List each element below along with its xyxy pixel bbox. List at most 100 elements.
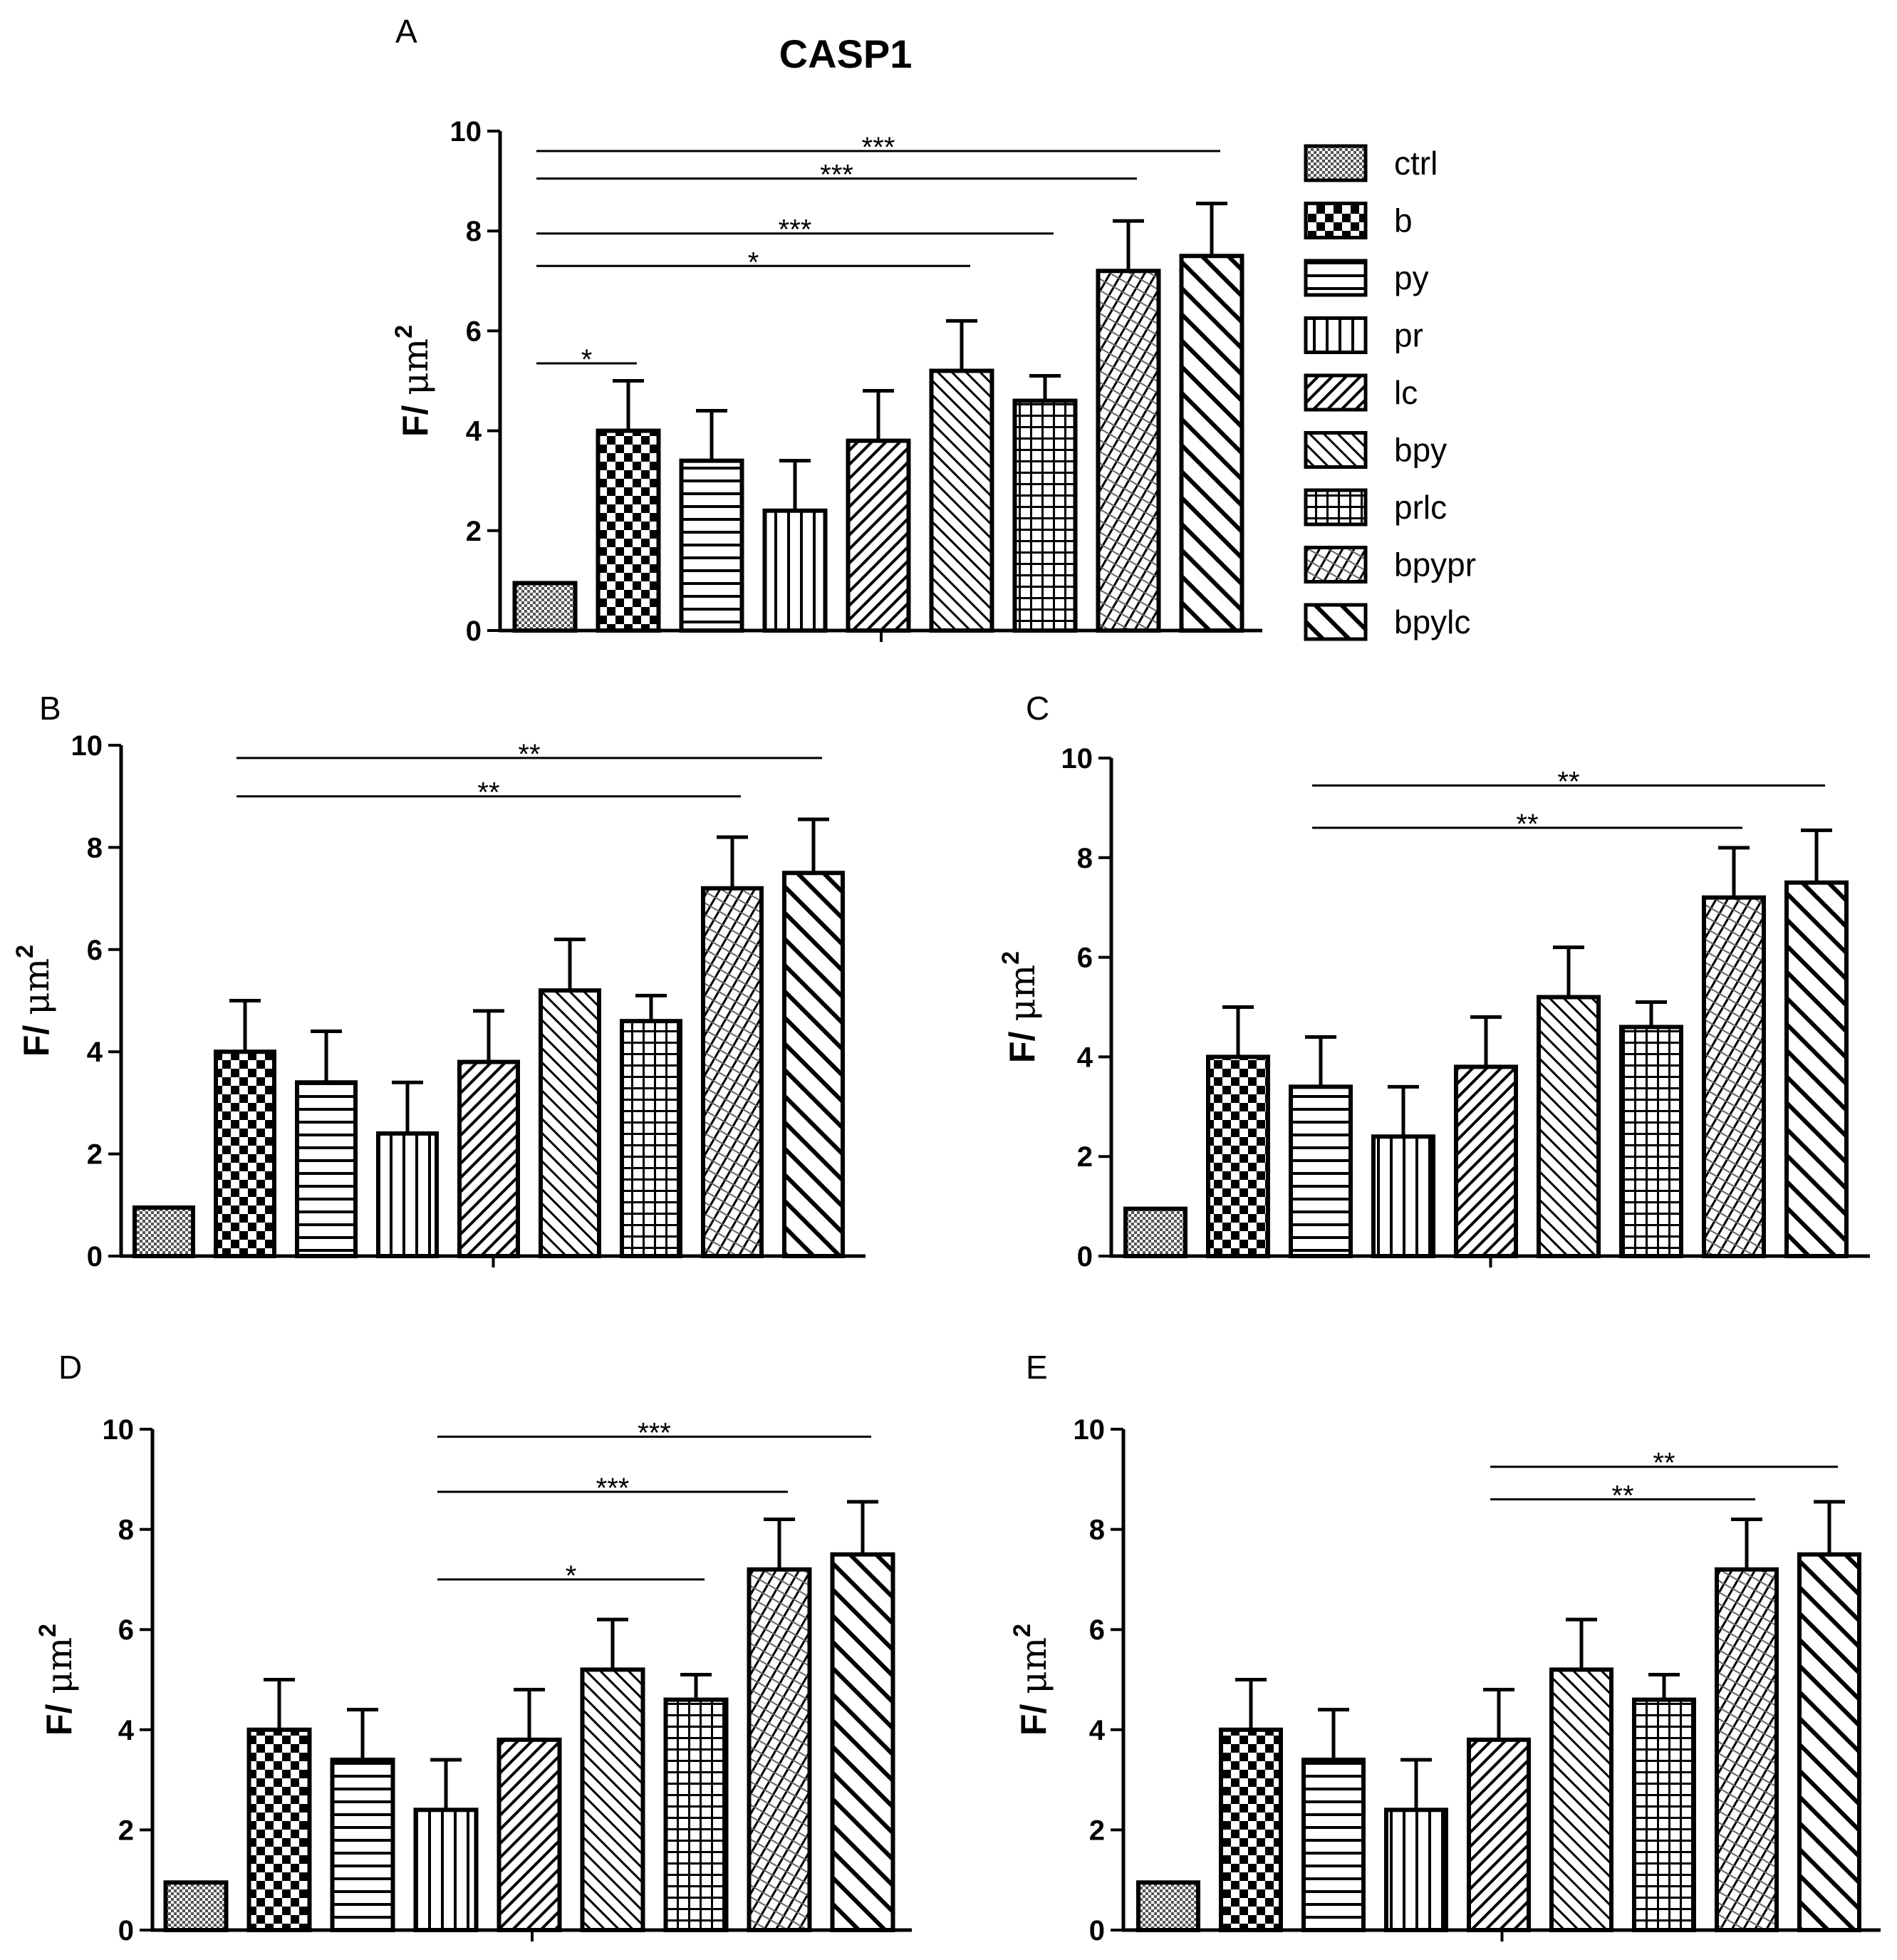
bar-lc xyxy=(1454,1064,1518,1258)
legend-swatch xyxy=(1304,603,1368,641)
bar-bpypr xyxy=(1715,1567,1779,1933)
panel-e: E 0 2 4 6 8 10 F/ μm2 ** ** xyxy=(1009,1349,1881,1946)
significance-label: ** xyxy=(1516,809,1538,840)
y-tick-label: 10 xyxy=(1074,1414,1106,1446)
bar-bpylc xyxy=(1179,254,1244,633)
bar-bpylc xyxy=(1784,880,1849,1258)
legend-label: bpy xyxy=(1394,432,1447,469)
legend-label: pr xyxy=(1394,317,1423,354)
significance-label: *** xyxy=(779,214,812,246)
y-tick-label: 2 xyxy=(87,1139,103,1171)
panel-b: B 0 2 4 6 8 10 F/ μm2 ** ** xyxy=(11,690,866,1272)
y-tick-label: 6 xyxy=(466,316,482,347)
significance-label: ** xyxy=(1653,1448,1675,1479)
legend-item-bpy: bpy xyxy=(1304,431,1447,469)
y-tick-label: 6 xyxy=(118,1614,134,1646)
y-tick-label: 4 xyxy=(1077,1042,1093,1073)
y-tick-label: 0 xyxy=(466,616,482,647)
y-axis-label: F/ μm2 xyxy=(390,325,436,437)
panel-label: E xyxy=(1026,1349,1048,1386)
legend-label: py xyxy=(1394,259,1429,296)
legend-swatch xyxy=(1304,144,1368,182)
bar-lc xyxy=(1467,1737,1531,1933)
figure-title: CASP1 xyxy=(779,31,913,76)
y-axis-label: F/ μm2 xyxy=(11,945,57,1057)
legend-swatch xyxy=(1304,373,1368,412)
y-tick-label: 8 xyxy=(87,832,103,864)
legend-label: b xyxy=(1394,202,1413,239)
panel-label: D xyxy=(58,1349,82,1386)
legend-swatch xyxy=(1304,431,1368,469)
y-tick-label: 10 xyxy=(1061,743,1093,774)
legend-swatch xyxy=(1304,546,1368,584)
y-tick-label: 10 xyxy=(450,116,482,147)
legend-item-bpylc: bpylc xyxy=(1304,603,1470,641)
bar-prlc xyxy=(620,1019,682,1259)
bar-prlc xyxy=(1012,398,1078,633)
panel-c: C 0 2 4 6 8 10 F/ μm2 ** ** xyxy=(997,690,1870,1272)
y-tick-label: 10 xyxy=(71,730,103,762)
bar-ctrl xyxy=(512,581,578,633)
y-tick-label: 4 xyxy=(1089,1715,1106,1746)
bar-b xyxy=(596,428,661,633)
bar-py xyxy=(1289,1084,1353,1258)
y-tick-label: 6 xyxy=(1089,1614,1105,1646)
bar-bpypr xyxy=(747,1567,812,1933)
legend-label: bpypr xyxy=(1394,546,1476,584)
bar-ctrl xyxy=(1136,1880,1200,1933)
significance-label: ** xyxy=(1611,1480,1633,1511)
panel-label: B xyxy=(39,690,61,727)
bar-prlc xyxy=(1632,1697,1696,1933)
legend-item-prlc: prlc xyxy=(1304,488,1447,527)
bar-lc xyxy=(497,1737,562,1933)
significance-label: *** xyxy=(638,1418,671,1449)
significance-label: ** xyxy=(1557,766,1579,797)
y-tick-label: 4 xyxy=(118,1715,135,1746)
bar-prlc xyxy=(663,1697,729,1933)
legend-label: prlc xyxy=(1394,489,1447,526)
legend-swatch xyxy=(1304,259,1368,297)
bar-prlc xyxy=(1619,1025,1683,1258)
bar-py xyxy=(679,458,744,633)
significance-label: * xyxy=(581,344,593,375)
y-axis-label: F/ μm2 xyxy=(34,1624,80,1736)
bar-b xyxy=(1219,1727,1283,1933)
bar-pr xyxy=(413,1808,479,1933)
y-axis-label: F/ μm2 xyxy=(1009,1624,1054,1736)
bar-bpylc xyxy=(1797,1552,1861,1932)
legend-label: lc xyxy=(1394,374,1418,411)
legend-label: ctrl xyxy=(1394,145,1438,182)
legend-label: bpylc xyxy=(1394,603,1470,641)
y-tick-label: 6 xyxy=(87,935,103,966)
legend-swatch xyxy=(1304,316,1368,354)
y-tick-label: 2 xyxy=(1089,1815,1105,1846)
bar-ctrl xyxy=(163,1880,229,1933)
bar-pr xyxy=(1384,1808,1448,1933)
significance-label: *** xyxy=(820,160,853,191)
bar-pr xyxy=(762,508,828,633)
bar-b xyxy=(214,1049,276,1258)
legend-item-ctrl: ctrl xyxy=(1304,144,1438,182)
significance-label: * xyxy=(748,247,759,278)
legend-item-lc: lc xyxy=(1304,373,1418,412)
significance-label: *** xyxy=(596,1473,630,1504)
legend-item-pr: pr xyxy=(1304,316,1423,354)
legend-swatch xyxy=(1304,488,1368,527)
y-tick-label: 4 xyxy=(87,1037,103,1068)
y-tick-label: 0 xyxy=(1077,1241,1093,1272)
y-tick-label: 2 xyxy=(118,1815,134,1846)
bar-py xyxy=(330,1757,395,1932)
bar-lc xyxy=(457,1059,520,1259)
bar-ctrl xyxy=(1123,1206,1187,1258)
bar-bpy xyxy=(1549,1667,1613,1932)
y-tick-label: 0 xyxy=(118,1915,134,1946)
bar-bpylc xyxy=(782,871,845,1258)
bar-bpypr xyxy=(701,886,764,1258)
y-tick-label: 6 xyxy=(1077,943,1093,974)
bar-pr xyxy=(376,1131,439,1259)
bar-b xyxy=(246,1727,312,1933)
